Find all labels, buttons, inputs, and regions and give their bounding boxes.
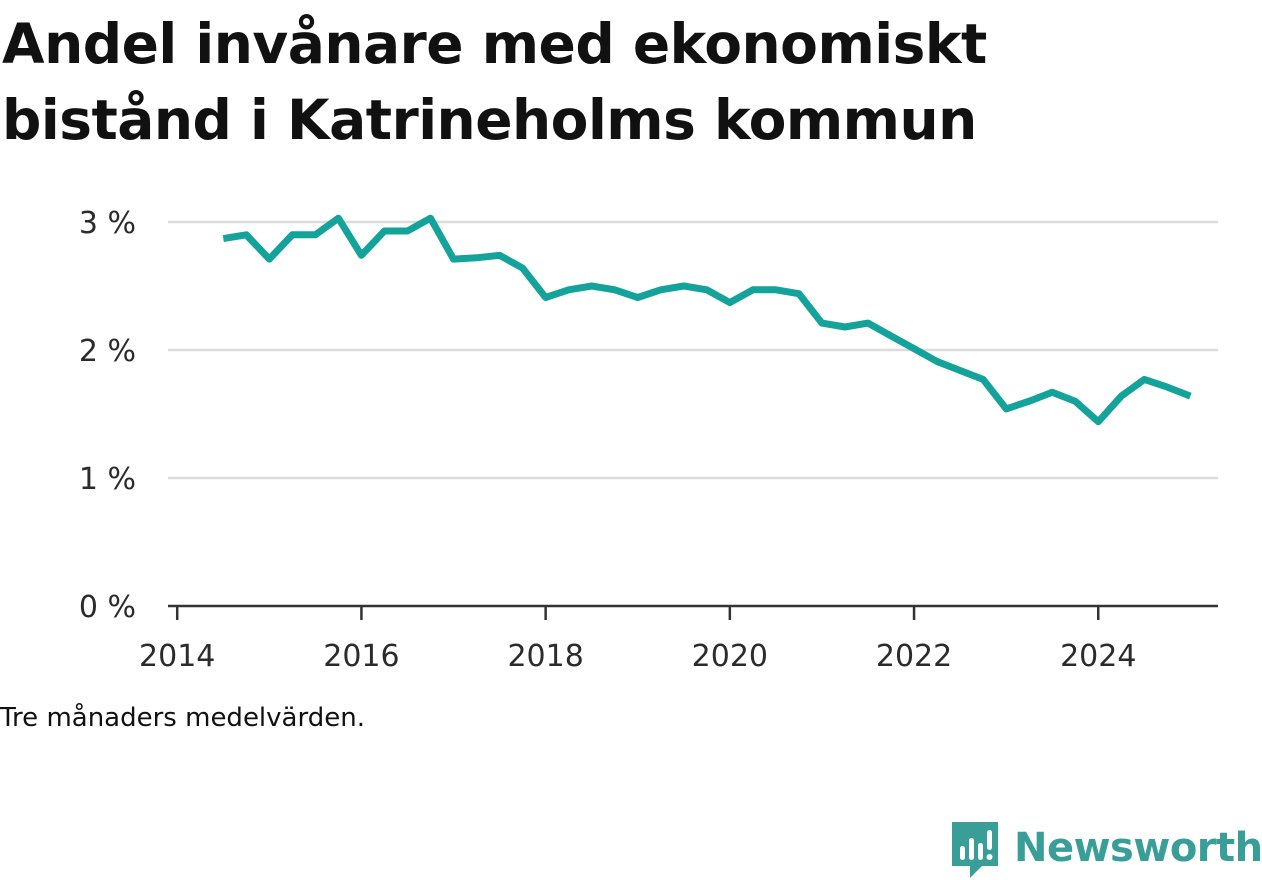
y-tick-label: 2 % (79, 334, 136, 369)
data-point (1049, 389, 1056, 396)
data-point (1141, 376, 1148, 383)
series-line (222, 214, 1192, 426)
data-point (1095, 418, 1102, 425)
data-point (220, 235, 227, 242)
data-point (335, 215, 342, 222)
data-point (957, 367, 964, 374)
x-tick-label: 2016 (323, 639, 399, 674)
data-point (865, 320, 872, 327)
x-tick-label: 2022 (876, 639, 952, 674)
data-point (726, 299, 733, 306)
data-point (450, 256, 457, 263)
data-point (427, 215, 434, 222)
data-point (980, 376, 987, 383)
x-axis (168, 604, 1218, 620)
x-tick-label: 2014 (139, 639, 215, 674)
chart-title: Andel invånare med ekonomiskt bistånd i … (2, 12, 987, 152)
data-point (818, 320, 825, 327)
data-point (841, 323, 848, 330)
data-point (749, 286, 756, 293)
bar-chart-speech-bubble-icon (952, 822, 998, 878)
data-point (588, 283, 595, 290)
data-point (381, 227, 388, 234)
chart-note: Tre månaders medelvärden. (0, 703, 365, 733)
data-point (611, 286, 618, 293)
data-point (680, 283, 687, 290)
data-point (1164, 384, 1171, 391)
data-point (266, 256, 273, 263)
y-tick-label: 0 % (79, 590, 136, 625)
data-point (312, 231, 319, 238)
data-point (888, 332, 895, 339)
y-tick-label: 1 % (79, 462, 136, 497)
data-point (496, 252, 503, 259)
data-point (795, 290, 802, 297)
series-layer (220, 214, 1194, 426)
data-point (473, 254, 480, 261)
data-point (634, 294, 641, 301)
line-chart: 0 % 1 % 2 % 3 % 2014 2016 2018 2020 2022 2024 (79, 206, 1218, 674)
y-tick-label: 3 % (79, 206, 136, 241)
y-axis-labels: 0 % 1 % 2 % 3 % (79, 206, 136, 625)
gridlines (168, 220, 1218, 480)
data-point (772, 286, 779, 293)
data-point (1072, 398, 1079, 405)
data-point (565, 286, 572, 293)
data-point (1118, 393, 1125, 400)
data-point (703, 286, 710, 293)
x-tick-label: 2018 (507, 639, 583, 674)
data-point (542, 294, 549, 301)
data-point (934, 358, 941, 365)
data-point (657, 286, 664, 293)
brand-logo: Newsworthy (950, 816, 1262, 880)
data-point (1026, 398, 1033, 405)
brand-name: Newsworthy (1014, 825, 1262, 871)
data-point (911, 345, 918, 352)
data-point (1187, 393, 1194, 400)
x-tick-label: 2020 (692, 639, 768, 674)
data-point (289, 231, 296, 238)
data-point (404, 227, 411, 234)
x-axis-labels: 2014 2016 2018 2020 2022 2024 (139, 639, 1136, 674)
x-tick-label: 2024 (1060, 639, 1136, 674)
data-point (243, 231, 250, 238)
data-point (1003, 405, 1010, 412)
data-point (358, 252, 365, 259)
data-point (519, 265, 526, 272)
